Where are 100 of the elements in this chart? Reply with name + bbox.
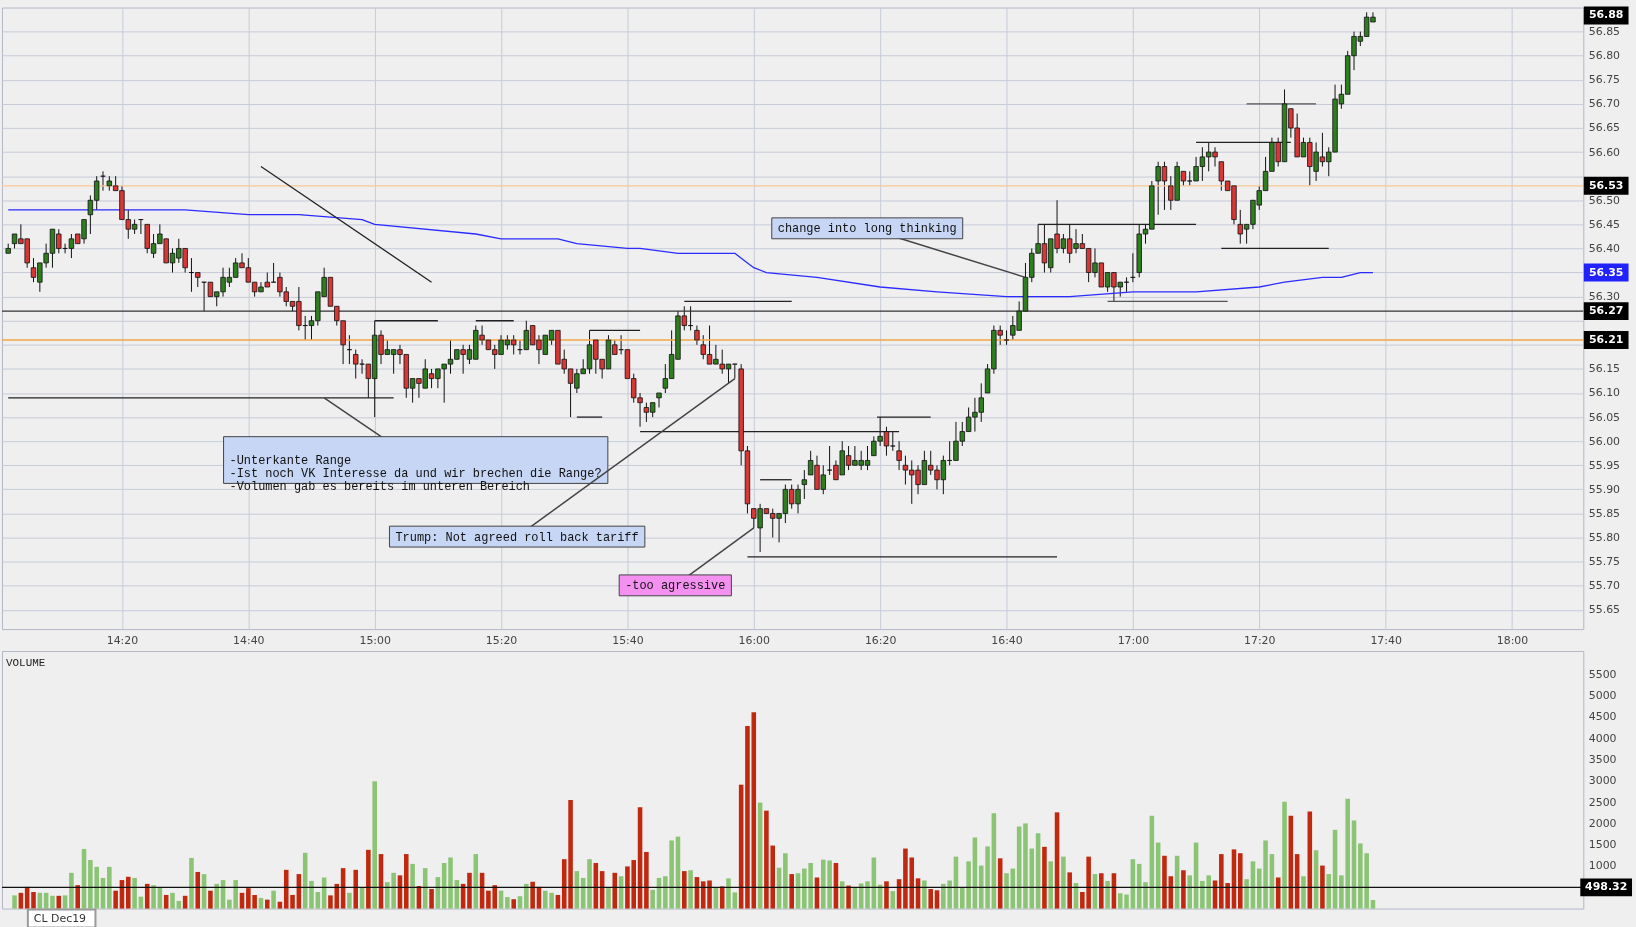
bar <box>884 881 889 909</box>
x-tick-label: 15:40 <box>612 633 644 647</box>
bar <box>144 883 150 909</box>
bar <box>1282 801 1287 909</box>
annotation: Trump: Not agreed roll back tariff <box>395 530 639 545</box>
bar <box>410 863 415 909</box>
bar <box>612 872 618 909</box>
x-tick-label: 16:20 <box>864 633 897 647</box>
bar <box>214 883 219 909</box>
bar <box>195 871 201 909</box>
y-tick-label: 56.60 <box>1588 145 1621 159</box>
text: 56.88 <box>1588 8 1624 22</box>
y-tick-label: 3500 <box>1588 753 1617 767</box>
y-tick-label: 55.85 <box>1588 506 1621 520</box>
bar <box>1370 900 1376 909</box>
y-tick-label: 56.05 <box>1588 410 1621 424</box>
ref-line-label: 56.27 <box>1588 304 1624 318</box>
bar <box>1067 872 1072 909</box>
bar <box>50 895 55 909</box>
ref-line-label: 56.53 <box>1588 178 1624 192</box>
bar <box>347 892 352 909</box>
bar <box>151 885 156 909</box>
bar <box>1181 870 1186 909</box>
bar <box>606 888 611 909</box>
bar <box>890 891 896 909</box>
annotation: -too agressive <box>625 579 726 594</box>
ref-line-label: 56.21 <box>1588 332 1624 346</box>
candlestick <box>896 440 902 471</box>
bar <box>422 868 428 909</box>
bar <box>170 892 175 909</box>
bar <box>277 901 283 909</box>
bar <box>309 880 314 909</box>
x-tick-label: 17:20 <box>1243 633 1276 647</box>
bar <box>113 890 118 909</box>
bar <box>1042 846 1047 909</box>
y-tick-label: 56.15 <box>1588 362 1621 376</box>
bar <box>1048 861 1054 909</box>
bar <box>865 881 870 909</box>
y-tick-label: 2500 <box>1588 795 1617 809</box>
bar <box>107 866 112 909</box>
bar <box>839 881 845 909</box>
bar <box>1004 873 1009 909</box>
x-tick-label: 17:40 <box>1370 633 1402 647</box>
bar <box>1244 879 1249 909</box>
candlestick <box>732 363 738 380</box>
bar <box>208 890 213 909</box>
text: VOLUME <box>5 656 46 669</box>
y-tick-label: 55.95 <box>1588 458 1621 472</box>
bar <box>928 888 933 909</box>
x-tick-label: 14:20 <box>106 633 139 647</box>
y-tick-label: 56.50 <box>1588 193 1621 207</box>
bar <box>517 896 523 909</box>
y-tick-label: 4500 <box>1588 710 1617 724</box>
bar <box>467 872 472 909</box>
y-tick-label: 5500 <box>1588 667 1617 681</box>
bar <box>934 890 940 909</box>
bar <box>688 870 693 909</box>
x-tick-label: 17:00 <box>1117 633 1150 647</box>
bar <box>1301 876 1306 909</box>
line-series <box>7 209 1374 298</box>
bar <box>505 897 510 909</box>
x-tick-label: 18:00 <box>1496 633 1529 647</box>
x-tick-label: 14:40 <box>233 633 265 647</box>
bar <box>429 888 434 909</box>
bar <box>62 895 68 909</box>
bar <box>789 874 794 909</box>
bar <box>176 900 182 909</box>
y-tick-label: 56.45 <box>1588 217 1621 231</box>
bar <box>511 899 516 909</box>
bar <box>31 891 36 909</box>
bar <box>448 857 453 909</box>
y-tick-label: 56.65 <box>1588 121 1621 135</box>
bar <box>1237 853 1243 909</box>
bar <box>163 894 169 909</box>
y-tick-label: 55.65 <box>1588 603 1621 617</box>
y-tick-label: 56.75 <box>1588 73 1621 87</box>
bar <box>265 899 270 909</box>
y-tick-label: 1500 <box>1588 838 1617 852</box>
bar <box>732 892 738 909</box>
bar <box>403 854 409 909</box>
bar <box>56 895 62 909</box>
bar <box>846 885 851 909</box>
y-tick-label: 55.80 <box>1588 531 1621 545</box>
bar <box>1162 855 1167 909</box>
candlestick <box>1003 329 1010 346</box>
bar <box>1320 865 1325 909</box>
candlestick <box>801 469 807 500</box>
bar <box>682 871 687 909</box>
candlestick <box>694 325 700 346</box>
bar <box>644 851 649 909</box>
bar <box>12 895 17 909</box>
bar <box>189 857 194 909</box>
bar <box>132 877 137 909</box>
x-tick-label: 16:00 <box>738 633 771 647</box>
annotation: -Unterkante Range -Ist noch VK Interesse da und wir brechen die Range? -Volumen gab es bereits im unteren Bereich <box>229 454 602 494</box>
y-tick-label: 1000 <box>1588 859 1617 873</box>
bar <box>366 849 371 909</box>
bar <box>125 876 131 909</box>
y-tick-label: 55.70 <box>1588 579 1621 593</box>
y-tick-label: 55.75 <box>1588 555 1621 569</box>
